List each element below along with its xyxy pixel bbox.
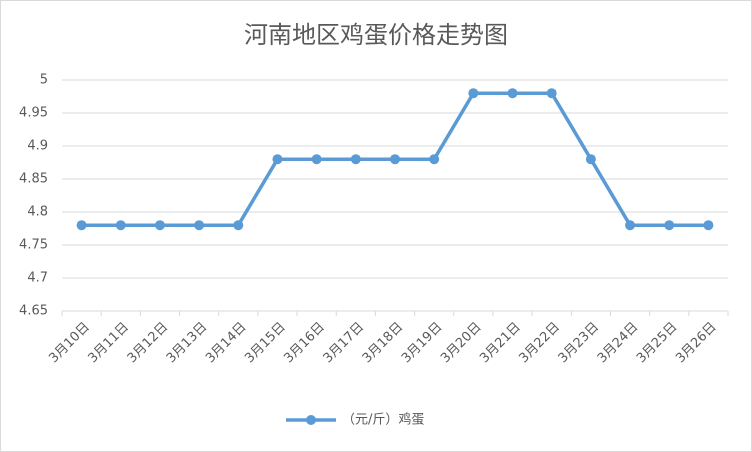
y-tick-label: 4.65 <box>19 304 48 319</box>
y-tick-label: 4.7 <box>27 271 48 286</box>
data-point <box>703 220 714 231</box>
data-point <box>311 154 322 165</box>
data-point <box>115 220 126 231</box>
legend-marker <box>306 415 316 425</box>
y-tick-label: 4.8 <box>27 205 48 220</box>
data-point <box>154 220 165 231</box>
data-point <box>350 154 361 165</box>
legend-label: （元/斤）鸡蛋 <box>342 412 424 428</box>
data-point <box>429 154 440 165</box>
y-tick-label: 4.9 <box>27 139 48 154</box>
data-point <box>546 88 557 99</box>
y-tick-label: 4.95 <box>19 106 48 121</box>
data-point <box>233 220 244 231</box>
data-point <box>625 220 636 231</box>
data-point <box>664 220 675 231</box>
y-tick-label: 4.75 <box>19 238 48 253</box>
data-point <box>585 154 596 165</box>
y-tick-label: 5 <box>40 73 48 88</box>
y-tick-label: 4.85 <box>19 172 48 187</box>
data-point <box>468 88 479 99</box>
chart-title: 河南地区鸡蛋价格走势图 <box>244 21 508 49</box>
data-point <box>76 220 87 231</box>
data-point <box>194 220 205 231</box>
data-point <box>272 154 283 165</box>
data-point <box>390 154 400 165</box>
data-point <box>507 88 518 99</box>
